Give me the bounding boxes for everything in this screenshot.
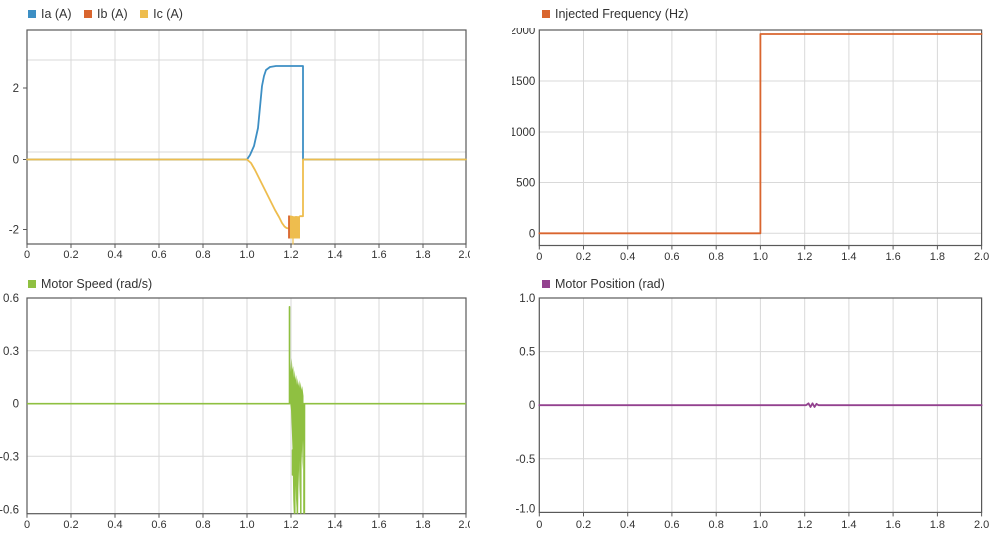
svg-text:0: 0	[529, 400, 535, 412]
svg-text:1.2: 1.2	[283, 249, 298, 261]
svg-text:0: 0	[536, 251, 542, 263]
svg-text:1.4: 1.4	[841, 519, 856, 531]
svg-text:1.0: 1.0	[519, 293, 535, 305]
svg-text:1.8: 1.8	[415, 519, 430, 531]
svg-text:0.2: 0.2	[63, 249, 78, 261]
svg-text:500: 500	[516, 178, 535, 190]
svg-text:0: 0	[13, 399, 19, 411]
svg-text:0: 0	[24, 519, 30, 531]
svg-text:-0.5: -0.5	[515, 454, 535, 466]
svg-text:-0.6: -0.6	[0, 505, 19, 517]
svg-text:1.0: 1.0	[753, 251, 768, 263]
svg-text:0: 0	[536, 519, 542, 531]
svg-text:0.6: 0.6	[664, 251, 679, 263]
svg-text:1.4: 1.4	[327, 519, 342, 531]
svg-text:0.8: 0.8	[195, 249, 210, 261]
svg-text:1.6: 1.6	[885, 519, 900, 531]
svg-text:2.0: 2.0	[458, 249, 470, 261]
svg-text:0.2: 0.2	[576, 519, 591, 531]
svg-text:1.2: 1.2	[283, 519, 298, 531]
svg-text:0.2: 0.2	[63, 519, 78, 531]
svg-text:0.6: 0.6	[664, 519, 679, 531]
svg-text:0: 0	[529, 228, 535, 240]
svg-text:0.4: 0.4	[620, 519, 635, 531]
svg-text:0: 0	[13, 155, 19, 167]
svg-text:1000: 1000	[512, 127, 535, 139]
svg-text:-2: -2	[9, 225, 19, 237]
svg-text:0.2: 0.2	[576, 251, 591, 263]
svg-text:2.0: 2.0	[458, 519, 470, 531]
svg-text:-1.0: -1.0	[515, 503, 535, 515]
svg-text:0.4: 0.4	[107, 249, 122, 261]
svg-text:1.2: 1.2	[797, 519, 812, 531]
svg-text:1.8: 1.8	[930, 251, 945, 263]
svg-text:1.6: 1.6	[885, 251, 900, 263]
svg-text:1.2: 1.2	[797, 251, 812, 263]
svg-text:1.4: 1.4	[327, 249, 342, 261]
svg-text:1.6: 1.6	[371, 519, 386, 531]
svg-text:0.3: 0.3	[3, 346, 19, 358]
svg-text:1.0: 1.0	[239, 519, 254, 531]
svg-text:0.4: 0.4	[620, 251, 635, 263]
svg-text:0: 0	[24, 249, 30, 261]
svg-text:-0.3: -0.3	[0, 451, 19, 463]
svg-text:1.4: 1.4	[841, 251, 856, 263]
svg-text:1.0: 1.0	[753, 519, 768, 531]
svg-text:2.0: 2.0	[974, 519, 989, 531]
svg-text:0.6: 0.6	[151, 249, 166, 261]
svg-text:0.8: 0.8	[195, 519, 210, 531]
svg-text:0.6: 0.6	[151, 519, 166, 531]
svg-text:2000: 2000	[512, 28, 535, 37]
svg-text:0.5: 0.5	[519, 347, 535, 359]
svg-text:1.8: 1.8	[415, 249, 430, 261]
svg-text:2.0: 2.0	[974, 251, 989, 263]
svg-text:2: 2	[13, 83, 19, 95]
svg-text:0.8: 0.8	[709, 519, 724, 531]
svg-text:0.8: 0.8	[709, 251, 724, 263]
svg-text:1.8: 1.8	[930, 519, 945, 531]
svg-text:0.6: 0.6	[3, 293, 19, 305]
svg-text:1.6: 1.6	[371, 249, 386, 261]
svg-text:1500: 1500	[512, 76, 535, 88]
svg-text:0.4: 0.4	[107, 519, 122, 531]
svg-text:1.0: 1.0	[239, 249, 254, 261]
